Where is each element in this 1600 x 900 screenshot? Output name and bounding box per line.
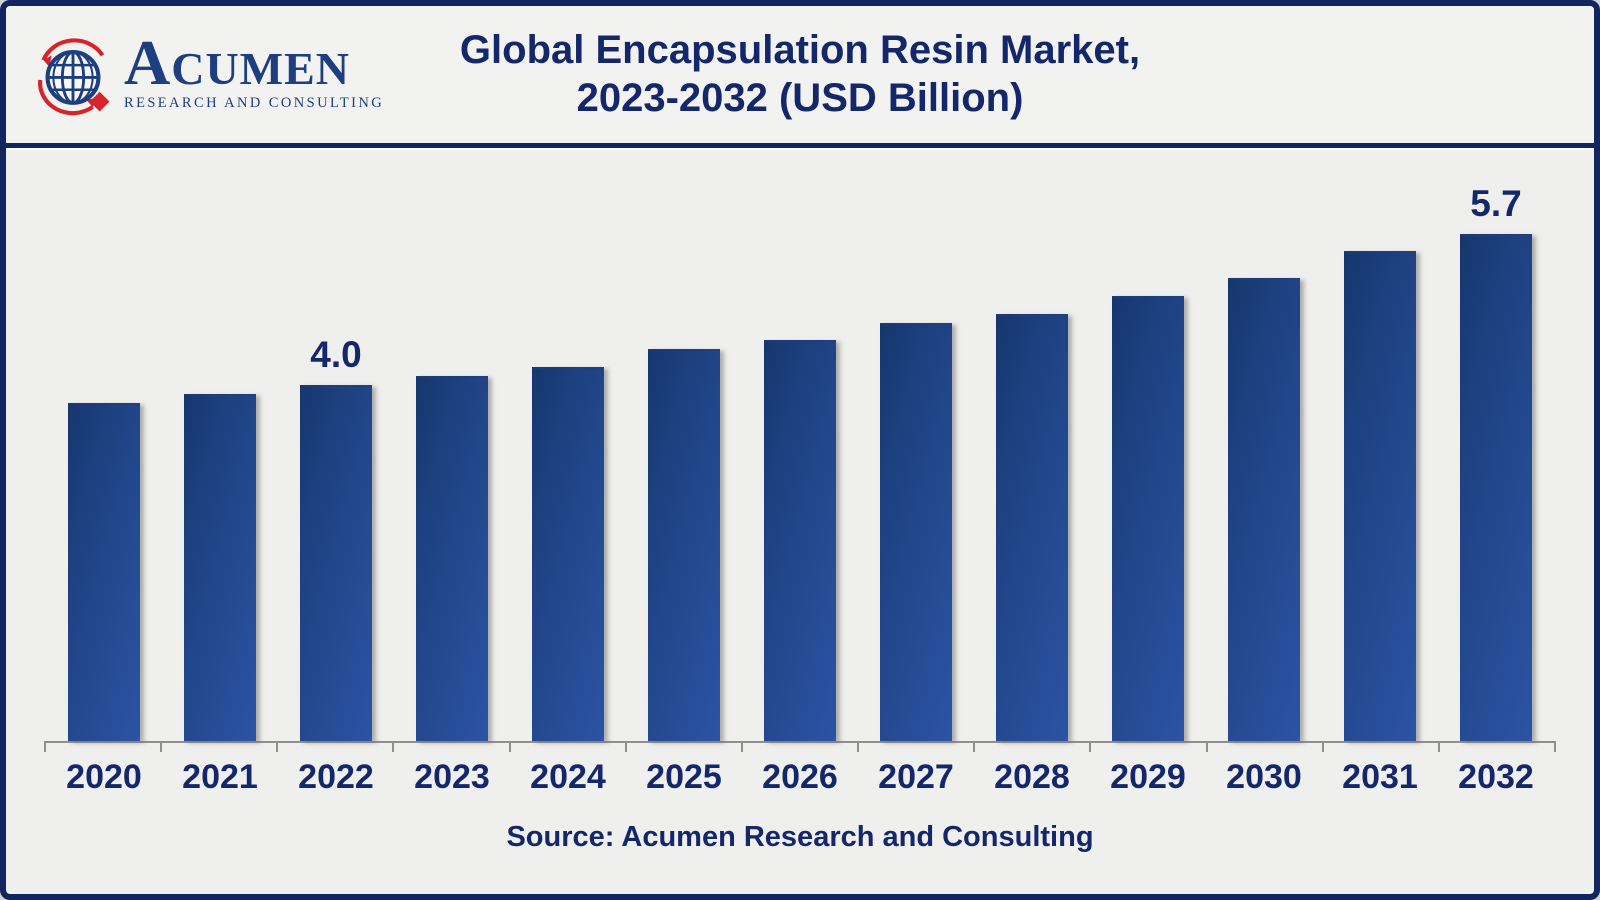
bar-chart: 4.0 5.7 2020 2021 2022 2023 2024 2025 2026 2027 2… (6, 148, 1594, 854)
acumen-logo: ACUMEN RESEARCH AND CONSULTING (32, 26, 385, 118)
bar (1112, 296, 1184, 741)
year-label: 2020 (66, 758, 142, 796)
year-label: 2022 (298, 758, 374, 796)
axis-tick-cell (276, 743, 392, 752)
bar-column (394, 376, 510, 741)
logo-tagline: RESEARCH AND CONSULTING (124, 94, 385, 111)
bar-column (858, 323, 974, 741)
header: ACUMEN RESEARCH AND CONSULTING Global En… (6, 6, 1594, 148)
axis-tick-cell (508, 743, 625, 752)
logo-brand-name: ACUMEN (124, 26, 350, 98)
logo-text: ACUMEN RESEARCH AND CONSULTING (124, 26, 385, 112)
x-axis (44, 741, 1557, 752)
bar-value-label: 5.7 (1470, 183, 1522, 224)
year-label: 2023 (414, 758, 490, 796)
bar-column (1322, 251, 1438, 741)
bar (1344, 251, 1416, 741)
axis-tick-cell (1437, 743, 1557, 752)
bar (1460, 234, 1532, 741)
bar-column: 5.7 (1438, 183, 1554, 741)
bar (416, 376, 488, 741)
x-axis-labels: 2020 2021 2022 2023 2024 2025 2026 2027 2028 2029… (6, 758, 1594, 797)
bar (996, 314, 1068, 741)
bar (184, 394, 256, 741)
chart-title: Global Encapsulation Resin Market, 2023-… (6, 6, 1594, 122)
bar-column (626, 349, 742, 741)
chart-title-line1: Global Encapsulation Resin Market, (459, 28, 1141, 72)
year-label: 2029 (1110, 758, 1186, 796)
bar (1228, 278, 1300, 741)
axis-tick-cell (857, 743, 973, 752)
axis-tick-cell (392, 743, 508, 752)
year-label: 2030 (1226, 758, 1302, 796)
axis-tick-cell (973, 743, 1089, 752)
bar-value-label: 4.0 (310, 334, 362, 375)
axis-tick-cell (1205, 743, 1322, 752)
bar-column (1206, 278, 1322, 741)
year-label: 2021 (182, 758, 258, 796)
year-label: 2025 (646, 758, 722, 796)
axis-tick-cell (1321, 743, 1438, 752)
axis-tick-cell (1089, 743, 1205, 752)
bar-column (1090, 296, 1206, 741)
bar (68, 403, 140, 741)
bar (648, 349, 720, 741)
bar-column (974, 314, 1090, 741)
bar (300, 385, 372, 741)
chart-title-line2: 2023-2032 (USD Billion) (576, 76, 1024, 120)
bar (764, 340, 836, 741)
bar-column (46, 403, 162, 741)
bar (532, 367, 604, 741)
bar-column (162, 394, 278, 741)
axis-tick-cell (160, 743, 276, 752)
year-label: 2026 (762, 758, 838, 796)
source-note: Source: Acumen Research and Consulting (506, 821, 1094, 853)
bar-column (742, 340, 858, 741)
axis-tick-cell (624, 743, 741, 752)
year-label: 2024 (530, 758, 606, 796)
axis-tick-cell (44, 743, 160, 752)
year-label: 2031 (1342, 758, 1418, 796)
axis-tick-cell (740, 743, 857, 752)
year-label: 2028 (994, 758, 1070, 796)
bar (880, 323, 952, 741)
year-label: 2032 (1458, 758, 1534, 796)
bar-column (510, 367, 626, 741)
bars-area: 4.0 5.7 (6, 148, 1594, 741)
year-label: 2027 (878, 758, 954, 796)
bar-column: 4.0 (278, 334, 394, 741)
globe-icon (38, 38, 110, 116)
